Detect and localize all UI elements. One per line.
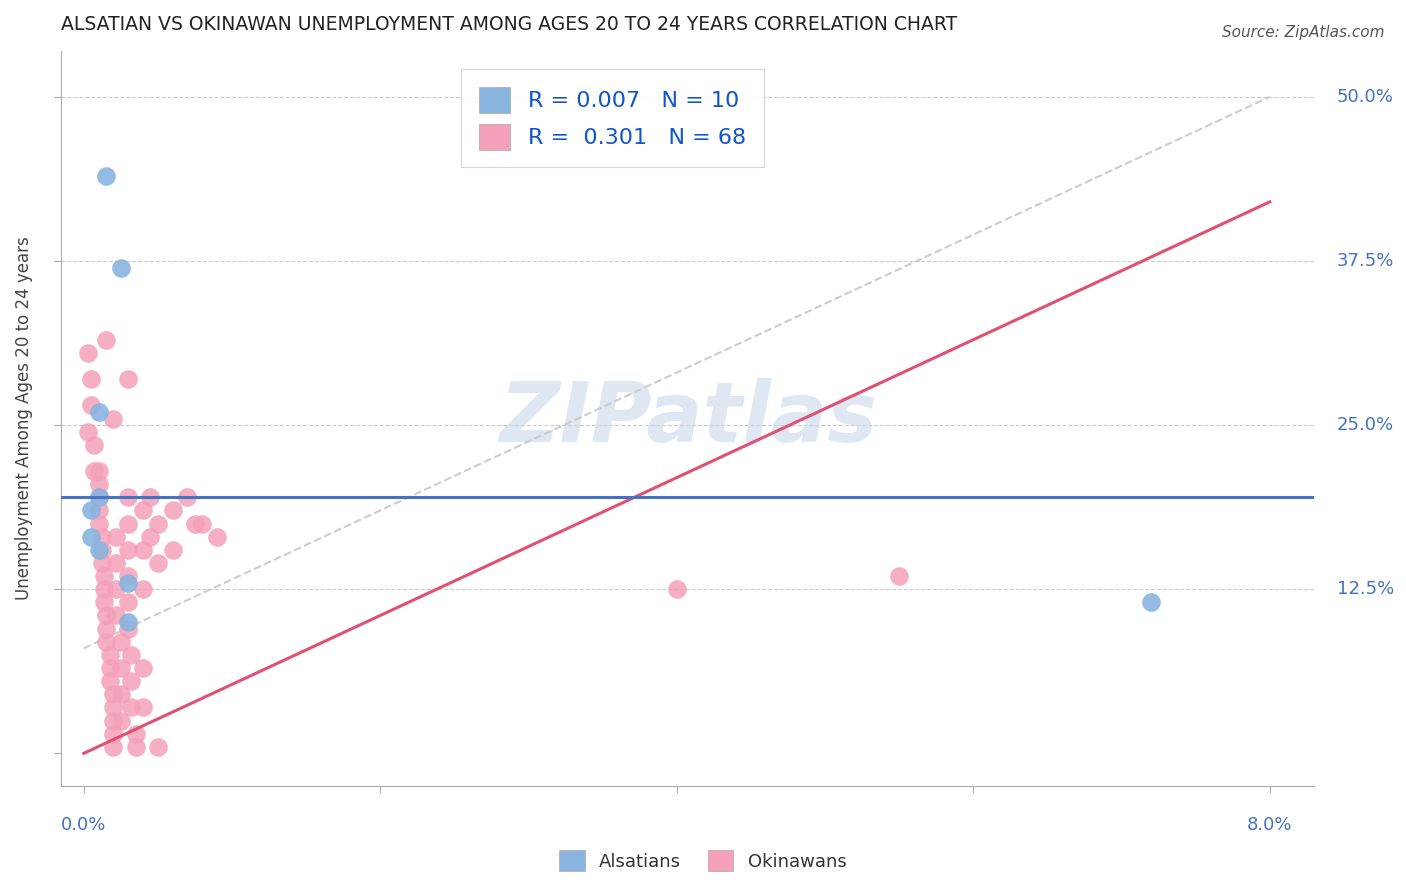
Point xyxy=(889,569,911,583)
Point xyxy=(132,503,155,517)
Point xyxy=(93,582,115,597)
Point xyxy=(124,739,146,754)
Point xyxy=(120,648,142,662)
Point xyxy=(87,542,110,557)
Point xyxy=(94,622,117,636)
Point xyxy=(87,491,110,505)
Point xyxy=(117,615,139,629)
Point xyxy=(191,516,214,531)
Point xyxy=(94,333,117,347)
Point xyxy=(117,595,139,609)
Point xyxy=(117,569,139,583)
Point xyxy=(83,438,105,452)
Point xyxy=(1140,595,1163,609)
Point xyxy=(100,648,122,662)
Point xyxy=(117,516,139,531)
Point xyxy=(94,169,117,183)
Point xyxy=(94,608,117,623)
Point xyxy=(110,260,132,275)
Point xyxy=(117,622,139,636)
Point xyxy=(87,491,110,505)
Point xyxy=(105,582,128,597)
Point xyxy=(100,661,122,675)
Point xyxy=(93,595,115,609)
Point xyxy=(105,556,128,570)
Legend: Alsatians, Okinawans: Alsatians, Okinawans xyxy=(553,843,853,879)
Point xyxy=(94,634,117,648)
Point xyxy=(103,739,125,754)
Point xyxy=(93,569,115,583)
Point xyxy=(117,542,139,557)
Point xyxy=(110,687,132,701)
Point xyxy=(162,542,184,557)
Point xyxy=(87,405,110,419)
Text: ALSATIAN VS OKINAWAN UNEMPLOYMENT AMONG AGES 20 TO 24 YEARS CORRELATION CHART: ALSATIAN VS OKINAWAN UNEMPLOYMENT AMONG … xyxy=(62,15,957,34)
Point xyxy=(132,582,155,597)
Text: 0.0%: 0.0% xyxy=(60,816,107,834)
Text: 50.0%: 50.0% xyxy=(1337,87,1393,106)
Point xyxy=(103,726,125,740)
Point xyxy=(80,372,103,386)
Point xyxy=(103,687,125,701)
Point xyxy=(132,700,155,714)
Point xyxy=(90,530,112,544)
Point xyxy=(100,674,122,689)
Point xyxy=(110,714,132,728)
Point xyxy=(146,556,169,570)
Text: 25.0%: 25.0% xyxy=(1337,416,1393,434)
Legend: R = 0.007   N = 10, R =  0.301   N = 68: R = 0.007 N = 10, R = 0.301 N = 68 xyxy=(461,70,763,168)
Point xyxy=(83,464,105,478)
Point xyxy=(146,739,169,754)
Point xyxy=(117,372,139,386)
Point xyxy=(124,726,146,740)
Point xyxy=(176,491,198,505)
Point xyxy=(120,674,142,689)
Point xyxy=(110,634,132,648)
Point xyxy=(139,491,162,505)
Point xyxy=(132,661,155,675)
Point xyxy=(87,516,110,531)
Point xyxy=(139,530,162,544)
Y-axis label: Unemployment Among Ages 20 to 24 years: Unemployment Among Ages 20 to 24 years xyxy=(15,236,32,600)
Point xyxy=(87,477,110,491)
Point xyxy=(77,425,100,439)
Point xyxy=(87,464,110,478)
Point xyxy=(117,575,139,590)
Point xyxy=(90,556,112,570)
Point xyxy=(665,582,688,597)
Point xyxy=(162,503,184,517)
Point xyxy=(103,700,125,714)
Point xyxy=(110,661,132,675)
Point xyxy=(103,714,125,728)
Point xyxy=(146,516,169,531)
Point xyxy=(80,530,103,544)
Point xyxy=(105,608,128,623)
Point xyxy=(90,542,112,557)
Point xyxy=(77,346,100,360)
Point xyxy=(103,411,125,425)
Text: 12.5%: 12.5% xyxy=(1337,580,1393,599)
Point xyxy=(205,530,228,544)
Point xyxy=(120,700,142,714)
Point xyxy=(105,530,128,544)
Point xyxy=(117,491,139,505)
Point xyxy=(80,503,103,517)
Text: 8.0%: 8.0% xyxy=(1247,816,1292,834)
Point xyxy=(184,516,207,531)
Text: 37.5%: 37.5% xyxy=(1337,252,1393,270)
Point xyxy=(80,398,103,412)
Text: ZIPatlas: ZIPatlas xyxy=(499,378,877,459)
Text: Source: ZipAtlas.com: Source: ZipAtlas.com xyxy=(1222,25,1385,40)
Point xyxy=(87,503,110,517)
Point xyxy=(132,542,155,557)
